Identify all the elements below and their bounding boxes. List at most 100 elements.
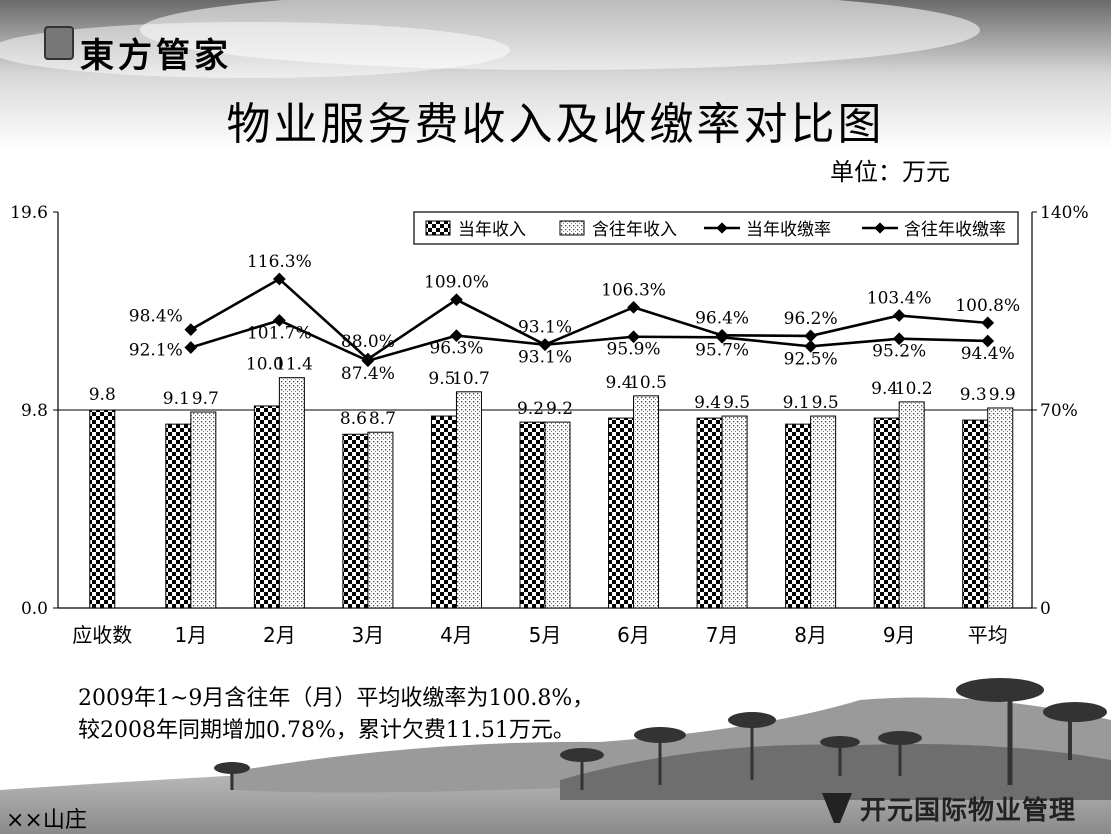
line-point-marker [804,329,818,343]
x-tick-label: 4月 [440,623,473,647]
x-tick-label: 2月 [263,623,296,647]
line-point-marker [272,313,286,327]
bar-with-arrears [190,411,217,609]
rate-label-with-arrears: 116.3% [247,252,312,272]
bar-current-year [89,409,116,609]
legend-label: 当年收入 [458,220,526,240]
legend-marker [716,222,728,234]
x-tick-label: 3月 [352,623,385,647]
bar-with-arrears [367,431,394,609]
legend-swatch [559,220,585,236]
y-left-tick-label: 0.0 [21,599,48,619]
bar-value-label: 9.5 [428,369,455,389]
rate-label-current-year: 93.1% [518,348,572,368]
rate-label-current-year: 94.4% [961,344,1015,364]
bar-current-year [519,421,546,609]
rate-label-with-arrears: 109.0% [424,273,489,293]
rate-label-current-year: 95.7% [695,340,749,360]
bar-current-year [430,415,457,609]
rate-label-with-arrears: 96.2% [784,309,838,329]
x-tick-label: 9月 [883,623,916,647]
property-name: ××山庄 [6,808,87,833]
line-point-marker [981,316,995,330]
legend-label: 含往年收入 [592,220,677,240]
rate-label-with-arrears: 106.3% [601,280,666,300]
bar-value-label: 9.9 [989,385,1016,405]
rate-label-current-year: 96.3% [429,339,483,359]
brand-logo: 東方管家 [44,22,232,82]
line-point-marker [184,323,198,337]
y-left-tick-label: 9.8 [21,401,48,421]
rate-label-with-arrears: 96.4% [695,308,749,328]
x-tick-label: 8月 [794,623,827,647]
bar-with-arrears [898,401,925,609]
rate-label-current-year: 87.4% [341,364,395,384]
bar-value-label: 8.7 [369,409,396,429]
line-point-marker [361,352,375,366]
bar-value-label: 9.4 [694,393,721,413]
logo-seal-icon [44,26,74,60]
y-right-tick-label: 70% [1040,401,1078,421]
company-mark-icon [822,793,852,823]
bar-current-year [342,433,369,609]
page-title: 物业服务费收入及收缴率对比图 [226,99,885,150]
line-with-arrears-rate [190,277,988,361]
bar-value-label: 10.2 [895,379,933,399]
bar-current-year [696,417,723,609]
rate-label-with-arrears: 93.1% [518,318,572,338]
rate-label-current-year: 92.1% [129,340,183,360]
bar-with-arrears [810,415,837,609]
legend-marker [874,222,886,234]
y-right-tick-label: 140% [1040,203,1089,223]
company-logo: 开元国际物业管理 [822,788,1076,828]
bar-value-label: 10.0 [246,355,284,375]
bar-with-arrears [278,377,305,609]
line-point-marker [892,309,906,322]
bar-with-arrears [455,391,482,609]
y-right-tick-label: 0 [1040,599,1051,619]
rate-label-with-arrears: 100.8% [955,296,1020,316]
x-tick-label: 1月 [174,623,207,647]
x-tick-label: 6月 [617,623,650,647]
bar-with-arrears [633,395,660,609]
line-point-marker [627,300,640,314]
bar-with-arrears [544,421,571,609]
bar-value-label: 8.6 [340,409,367,429]
rate-label-with-arrears: 98.4% [129,307,183,327]
bar-value-label: 10.7 [452,369,490,389]
bar-value-label: 9.2 [546,399,573,419]
bar-with-arrears [987,407,1014,609]
bar-value-label: 9.5 [723,393,750,413]
rate-label-current-year: 101.7% [247,323,312,343]
rate-label-current-year: 92.5% [784,349,838,369]
legend-label: 含往年收缴率 [904,220,1006,240]
line-current-year-rate [190,318,988,363]
bar-value-label: 9.3 [960,385,987,405]
x-tick-label: 应收数 [72,623,132,647]
bar-current-year [785,423,812,609]
rate-label-current-year: 95.9% [607,340,661,360]
y-left-tick-label: 19.6 [10,203,48,223]
line-point-marker [272,272,286,286]
bar-value-label: 9.1 [783,393,810,413]
legend-label: 当年收缴率 [746,220,831,240]
bar-current-year [165,423,192,609]
x-tick-label: 平均 [968,623,1008,647]
line-point-marker [450,329,463,342]
line-point-marker [450,293,463,307]
rate-label-current-year: 95.2% [872,342,926,362]
rate-label-with-arrears: 103.4% [867,289,932,309]
bar-value-label: 11.4 [275,355,313,375]
bar-value-label: 9.4 [606,373,633,393]
bar-value-label: 9.2 [517,399,544,419]
line-point-marker [184,341,198,354]
logo-text: 東方管家 [80,35,232,76]
bar-value-label: 9.1 [163,389,190,409]
bar-with-arrears [721,415,748,609]
company-name: 开元国际物业管理 [860,795,1077,826]
x-tick-label: 5月 [529,623,562,647]
summary-note-line-1: 2009年1~9月含往年（月）平均收缴率为100.8%， [78,686,595,711]
